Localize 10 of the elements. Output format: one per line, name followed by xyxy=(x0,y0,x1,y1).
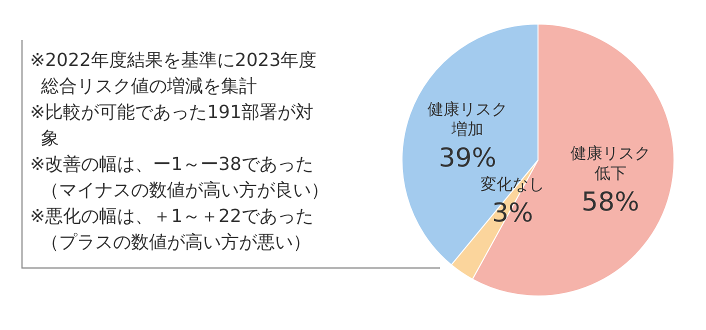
text: ※悪化の幅は、＋1～＋22であった（プラスの数値が高い方が悪い） xyxy=(30,206,314,253)
data-label: 3% xyxy=(492,198,534,229)
text: ※比較が可能であった191部署が対象 xyxy=(30,102,314,149)
slice-label: 健康リスク低下 xyxy=(570,144,650,183)
slice-label: 健康リスク増加 xyxy=(428,100,508,139)
data-label: 39% xyxy=(438,144,497,174)
text: ※2022年度結果を基準に2023年度総合リスク値の増減を集計 xyxy=(30,50,317,97)
slice-label: 変化なし xyxy=(480,174,545,194)
data-label: 58% xyxy=(582,188,640,218)
text: ※改善の幅は、ー1～ー38であった（マイナスの数値が高い方が良い） xyxy=(30,154,329,201)
